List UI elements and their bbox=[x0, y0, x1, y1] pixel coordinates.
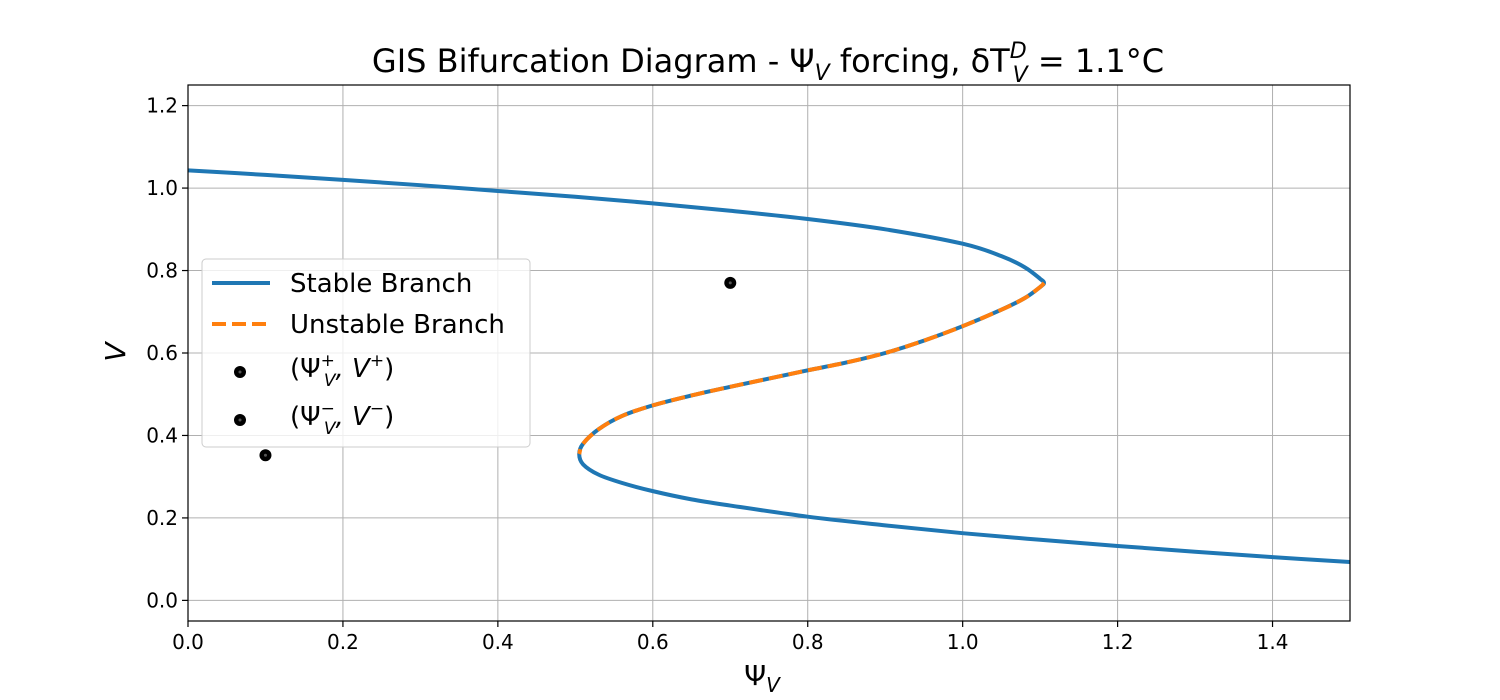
legend-minus-end: ) bbox=[384, 402, 394, 432]
y-tick-label: 0.4 bbox=[146, 423, 178, 447]
series-unstable-branch bbox=[577, 281, 1046, 455]
chart-title: GIS Bifurcation Diagram - ΨV forcing, δT… bbox=[372, 39, 1164, 88]
legend-box bbox=[201, 258, 531, 448]
legend-label-minus: (Ψ− V, V−) bbox=[290, 399, 394, 439]
title-prefix-sub: V bbox=[815, 61, 832, 86]
legend-minus-sup: − bbox=[321, 399, 335, 419]
x-axis-label-main: Ψ bbox=[744, 659, 766, 692]
legend-plus-sup2: + bbox=[370, 351, 384, 371]
legend: Stable Branch Unstable Branch (Ψ+ V, V+) … bbox=[201, 258, 531, 448]
title-suffix: = 1.1°C bbox=[1028, 42, 1164, 80]
legend-label-plus: (Ψ+ V, V+) bbox=[290, 351, 394, 391]
y-tick-label: 1.2 bbox=[146, 94, 178, 118]
y-tick-label: 0.2 bbox=[146, 506, 178, 530]
y-tick-label: 1.0 bbox=[146, 176, 178, 200]
y-axis-label: V bbox=[99, 341, 132, 362]
legend-marker-minus-center bbox=[238, 418, 242, 422]
series-layer bbox=[188, 168, 1350, 565]
y-tick-label: 0.0 bbox=[146, 588, 178, 612]
x-tick-label: 0.4 bbox=[482, 630, 514, 654]
legend-plus-mid: , V bbox=[336, 354, 373, 384]
y-tick-label: 0.8 bbox=[146, 259, 178, 283]
title-prefix: GIS Bifurcation Diagram - Ψ bbox=[372, 42, 815, 80]
scatter-point-center-0 bbox=[728, 281, 732, 285]
legend-minus-sup2: − bbox=[370, 399, 384, 419]
x-tick-label: 1.0 bbox=[947, 630, 979, 654]
legend-minus-mid: , V bbox=[336, 402, 373, 432]
scatter-point-center-1 bbox=[263, 453, 267, 457]
legend-minus-main: (Ψ bbox=[290, 402, 321, 432]
x-tick-label: 0.0 bbox=[172, 630, 204, 654]
legend-plus-end: ) bbox=[384, 354, 394, 384]
ticks-layer: 0.0 0.2 0.4 0.6 0.8 1.0 1.2 1.4 0.0 0.2 0.4 0.6 0.8 1… bbox=[146, 94, 1288, 654]
points-layer bbox=[259, 276, 737, 462]
title-middle-sub: V bbox=[1013, 63, 1030, 88]
x-axis-label: ΨV bbox=[744, 659, 781, 697]
x-tick-label: 0.8 bbox=[792, 630, 824, 654]
title-middle: forcing, δT bbox=[830, 42, 1010, 80]
legend-label-unstable: Unstable Branch bbox=[290, 310, 505, 340]
x-axis-label-sub: V bbox=[766, 673, 781, 697]
legend-label-stable: Stable Branch bbox=[290, 269, 472, 299]
x-tick-label: 0.2 bbox=[327, 630, 359, 654]
legend-marker-plus-center bbox=[238, 370, 242, 374]
legend-minus-sub: V bbox=[324, 419, 337, 439]
legend-plus-sup: + bbox=[321, 351, 335, 371]
legend-plus-main: (Ψ bbox=[290, 354, 321, 384]
series-stable-branch bbox=[188, 168, 1350, 565]
x-tick-label: 0.6 bbox=[637, 630, 669, 654]
title-middle-sup: D bbox=[1010, 39, 1027, 64]
x-tick-label: 1.2 bbox=[1102, 630, 1134, 654]
y-tick-label: 0.6 bbox=[146, 341, 178, 365]
legend-plus-sub: V bbox=[324, 371, 337, 391]
x-tick-label: 1.4 bbox=[1257, 630, 1289, 654]
